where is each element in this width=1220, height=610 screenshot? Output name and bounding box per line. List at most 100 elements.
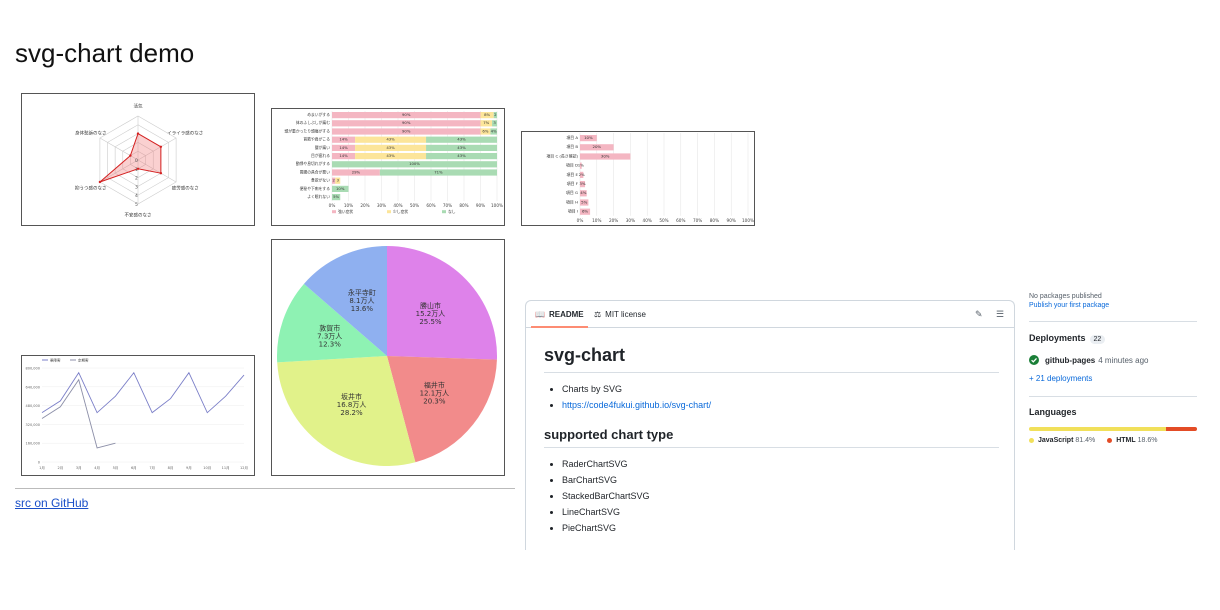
tab-readme[interactable]: 📖 README [531,310,588,328]
line-y-tick-label: 800,000 [26,367,40,371]
bar-data-label: 1% [578,163,584,168]
bar-x-tick-label: 40% [643,218,652,223]
stacked-bar-segment [332,194,341,201]
stacked-data-label: 100% [409,161,420,166]
stacked-bar-segment [355,136,427,143]
radar-tick-label: 2 [135,176,138,182]
bar-row-label: 項目 C (長さ確認) [546,153,578,158]
line-x-tick-label: 10月 [203,465,211,470]
radar-axis-label: 身体愁訴のなさ [75,130,107,137]
languages-bar [1029,427,1197,431]
readme-panel: 📖 README ⚖ MIT license ✎ ☰ svg-chart Cha… [525,300,1015,550]
line-x-tick-label: 7月 [149,465,155,470]
radar-data-point [159,172,163,175]
deployments-label: Deployments [1029,333,1086,343]
radar-tick-label: 5 [135,202,138,208]
bar-x-tick-label: 30% [626,218,635,223]
line-x-tick-label: 12月 [240,465,248,470]
radar-axis-line [99,159,139,183]
stacked-x-tick-label: 10% [344,203,353,208]
bar-rect [580,135,597,142]
stacked-data-label: 14% [339,153,348,158]
radar-data-point [136,132,140,135]
stacked-row-label: 動悸や息切れがする [296,161,330,166]
stacked-x-tick-label: 100% [491,203,503,208]
pie-chart-frame: 勝山市 15.2万人 25.5% 福井市 12.1万人 20.3% 坂井市 16.8万人 28.… [271,239,505,476]
stacked-row-label: めまいがする [307,112,330,117]
stacked-x-tick-label: 60% [426,203,435,208]
stacked-bar-segment [332,136,356,143]
radar-chart-frame: 0 1 2 3 4 5 活気 イライラ感のなさ 疲労感のなさ 不安感のなさ 抑うつ感のなさ 身体愁訴の… [21,93,255,226]
stacked-data-label: 7% [483,120,489,125]
check-circle-icon [1029,355,1039,365]
languages-section: Languages [1029,407,1197,417]
bar-data-label: 4% [580,190,586,195]
chart-type-list: RaderChartSVG BarChartSVG StackedBarChar… [544,456,999,536]
supported-types-heading: supported chart type [544,427,999,448]
pie-slice [387,356,497,463]
bar-chart-frame: 0% 10% 20% 30% 40% 50% 60% 70% 80% 90% 100% 項目 A 10%… [521,131,755,226]
bar-x-tick-label: 80% [710,218,719,223]
language-item[interactable]: JavaScript 81.4% [1029,437,1095,444]
pie-slice-label: 8.1万人 [349,297,374,305]
line-x-tick-label: 2月 [57,465,63,470]
no-packages-text: No packages published [1029,293,1102,300]
divider [15,488,515,489]
list-item: PieChartSVG [562,520,999,536]
language-item[interactable]: HTML 18.6% [1107,437,1157,444]
radar-tick-label: 3 [135,184,138,190]
pie-slice-label: 12.1万人 [420,390,450,398]
stacked-row-label: 食欲がない [311,178,330,183]
src-on-github-link[interactable]: src on GitHub [15,496,89,510]
tab-license[interactable]: ⚖ MIT license [594,310,646,319]
readme-content: svg-chart Charts by SVG https://code4fuk… [544,345,999,536]
pie-slice-label: 福井市 [424,381,445,390]
line-x-tick-label: 4月 [94,465,100,470]
bar-data-label: 30% [601,153,610,158]
stacked-data-label: 8% [484,112,490,117]
stacked-data-label: 5% [333,194,339,199]
deployments-heading[interactable]: Deployments 22 [1029,333,1197,344]
line-y-tick-label: 640,000 [26,385,40,389]
languages-heading: Languages [1029,407,1077,417]
radar-axis-line [99,137,139,161]
stacked-bar-segment [332,144,356,151]
pie-slice-label: 7.3万人 [317,332,342,340]
bar-x-tick-label: 70% [693,218,702,223]
stacked-bar-segment [493,112,497,119]
deployment-name-link[interactable]: github-pages [1045,355,1096,365]
pie-slice-label: 13.6% [351,305,374,313]
stacked-row-label: 体のふしぶしが痛む [296,120,330,125]
demo-url-link[interactable]: https://code4fukui.github.io/svg-chart/ [562,400,712,410]
deployment-row: github-pages 4 minutes ago [1029,355,1197,365]
bar-data-label: 10% [584,135,593,140]
outline-list-icon[interactable]: ☰ [996,309,1005,319]
line-legend-label: 乗降客 [50,358,61,363]
deployments-count-badge: 22 [1089,335,1106,344]
stacked-legend-swatch [332,210,336,214]
stacked-bar-segment [332,161,497,168]
pie-slice-label: 敦賀市 [319,323,340,332]
pie-slice-label: 坂井市 [341,392,362,401]
language-bar-segment [1165,427,1197,431]
stacked-bar-segment [332,177,336,184]
line-x-tick-label: 3月 [76,465,82,470]
stacked-legend-swatch [442,210,446,214]
bar-x-tick-label: 60% [676,218,685,223]
pie-slice [277,283,387,363]
stacked-data-label: 4% [491,128,497,133]
pie-slice-label: 勝山市 [420,301,441,310]
bar-x-tick-label: 90% [727,218,736,223]
stacked-bar-segment [332,128,481,135]
deployment-time: 4 minutes ago [1098,355,1149,365]
list-item: LineChartSVG [562,504,999,520]
edit-pencil-icon[interactable]: ✎ [975,309,983,319]
bar-rect [580,162,582,169]
bar-data-label: 20% [592,144,601,149]
stacked-data-label: 90% [402,112,411,117]
publish-package-link[interactable]: Publish your first package [1029,302,1110,309]
more-deployments-link[interactable]: + 21 deployments [1029,374,1093,383]
stacked-data-label: 14% [339,145,348,150]
